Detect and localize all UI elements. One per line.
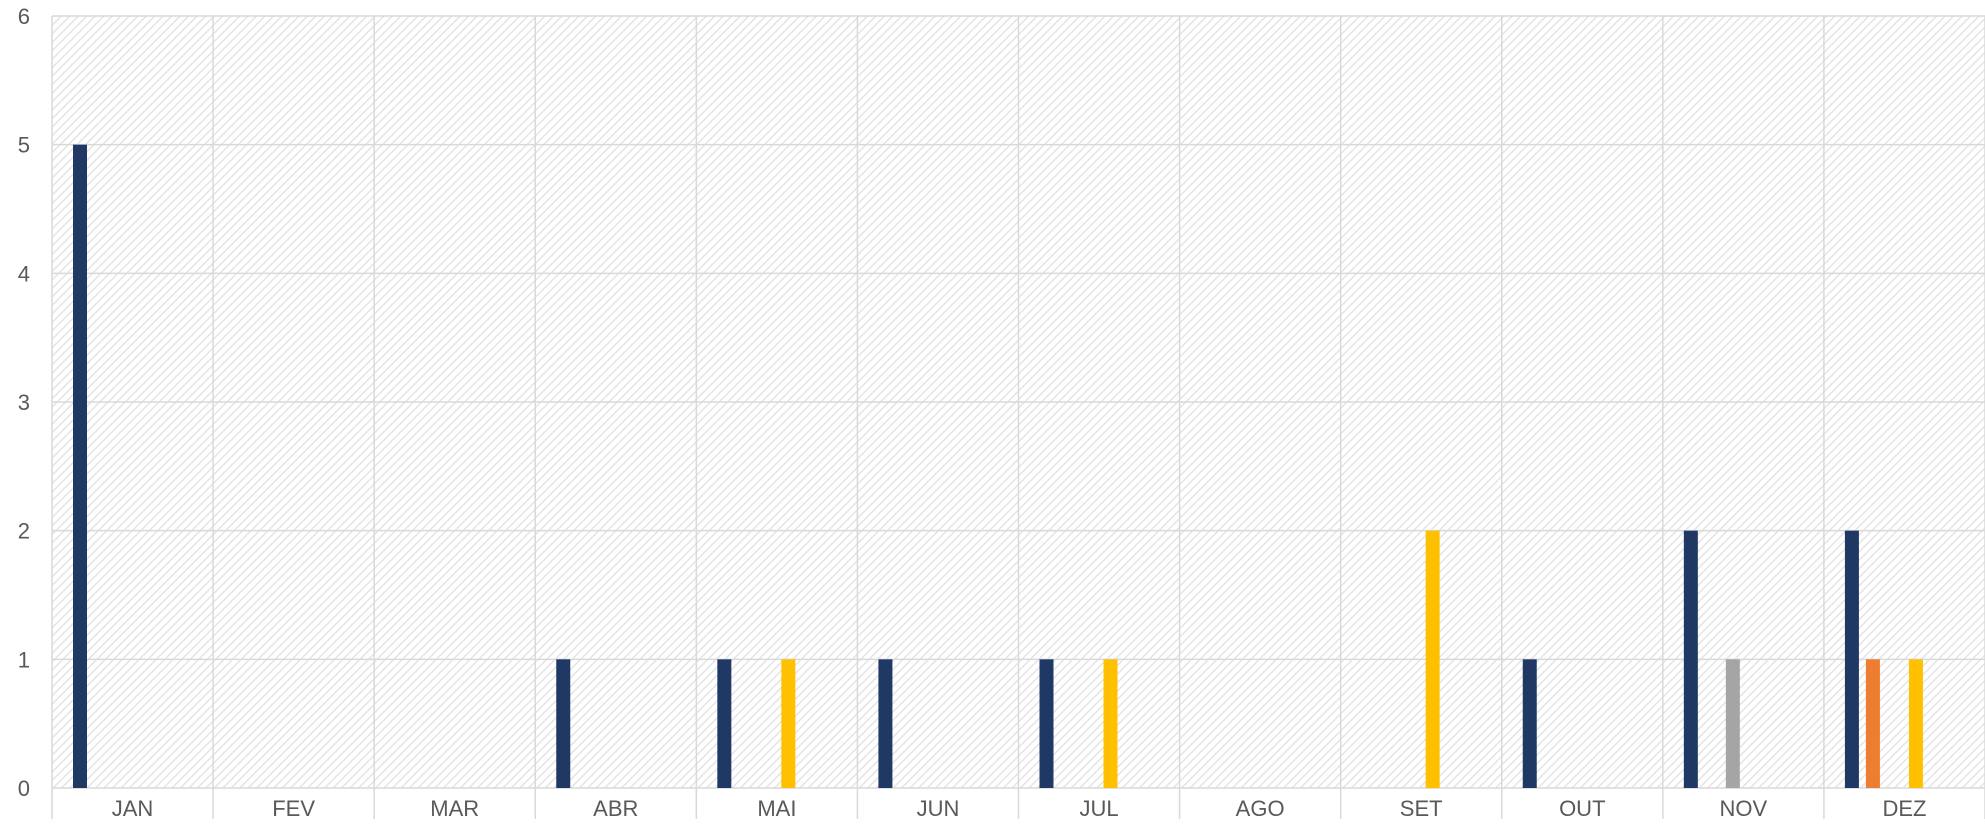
bar: [717, 659, 732, 788]
y-tick-label: 2: [18, 519, 30, 544]
x-tick-label: JUN: [917, 796, 960, 819]
x-tick-label: ABR: [593, 796, 638, 819]
y-tick-label: 1: [18, 647, 30, 672]
x-tick-label: NOV: [1720, 796, 1768, 819]
x-tick-label: FEV: [272, 796, 315, 819]
axes: 0 1 2 3 4 5 6 JAN FEV MAR ABR MAI JUN JUL AGO SET OUT NOV…: [18, 4, 1927, 821]
y-tick-label: 0: [18, 776, 30, 801]
bar: [1522, 659, 1537, 788]
y-tick-label: 5: [18, 133, 30, 158]
x-tick-label: JUL: [1079, 796, 1118, 819]
bar: [1103, 659, 1118, 788]
bar: [781, 659, 796, 788]
bar: [73, 144, 87, 788]
x-tick-label: OUT: [1559, 796, 1605, 819]
bar: [1425, 530, 1440, 788]
x-tick-label: MAI: [757, 796, 796, 819]
y-tick-label: 3: [18, 390, 30, 415]
y-tick-label: 6: [18, 4, 30, 29]
y-tick-label: 4: [18, 261, 30, 286]
bar: [1725, 659, 1740, 788]
bar: [556, 659, 571, 788]
bar: [1683, 530, 1698, 788]
gridlines: [51, 15, 1985, 822]
bar: [1908, 659, 1923, 788]
bar: [1844, 530, 1859, 788]
x-tick-label: MAR: [430, 796, 479, 819]
x-tick-label: JAN: [112, 796, 154, 819]
bars: [73, 144, 1923, 788]
bar: [1039, 659, 1054, 788]
x-tick-label: DEZ: [1882, 796, 1926, 819]
bar: [878, 659, 893, 788]
bar: [1865, 659, 1880, 788]
x-tick-label: AGO: [1236, 796, 1285, 819]
x-tick-label: SET: [1400, 796, 1443, 819]
